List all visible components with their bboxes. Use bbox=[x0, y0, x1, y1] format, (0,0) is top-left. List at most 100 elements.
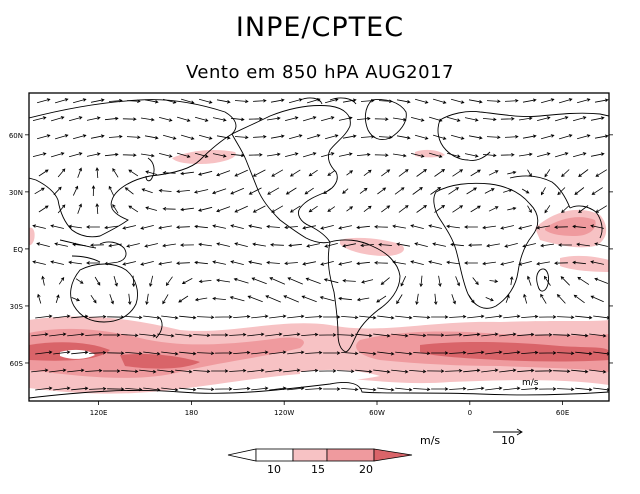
wind-arrow bbox=[126, 99, 141, 104]
wind-arrow bbox=[252, 169, 266, 177]
wind-arrow bbox=[285, 152, 299, 157]
lon-tick-label: 60E bbox=[556, 409, 569, 417]
wind-arrow bbox=[537, 152, 551, 157]
shading-south-mid-1 bbox=[29, 328, 304, 378]
wind-arrow bbox=[557, 187, 566, 196]
shading-north-pacific bbox=[172, 150, 236, 164]
wind-arrow bbox=[428, 116, 443, 122]
wind-arrow bbox=[554, 152, 569, 158]
wind-arrow bbox=[95, 203, 100, 215]
page-title: INPE/CPTEC bbox=[235, 12, 405, 43]
wind-arrow bbox=[216, 206, 231, 213]
wind-arrow bbox=[540, 98, 555, 104]
wind-arrow bbox=[320, 152, 335, 158]
wind-arrow bbox=[304, 187, 314, 195]
wind-arrow bbox=[324, 134, 339, 140]
wind-arrow bbox=[176, 152, 191, 158]
wind-arrow bbox=[305, 277, 321, 284]
wind-arrow bbox=[359, 387, 377, 392]
wind-arrow bbox=[212, 188, 227, 195]
wind-arrow bbox=[161, 387, 179, 392]
wind-arrow bbox=[455, 276, 460, 287]
wind-arrow bbox=[467, 386, 485, 391]
lon-tick-label: 60W bbox=[369, 409, 385, 417]
wind-arrow bbox=[414, 134, 429, 140]
wind-arrow bbox=[180, 207, 194, 212]
wind-arrow bbox=[104, 225, 118, 230]
wind-arrow bbox=[266, 152, 281, 157]
wind-arrow bbox=[395, 315, 413, 320]
wind-arrow bbox=[446, 116, 461, 122]
wind-arrow bbox=[145, 170, 158, 175]
wind-arrow bbox=[391, 333, 409, 338]
wind-arrow bbox=[445, 332, 463, 337]
wind-arrow bbox=[433, 293, 438, 306]
wind-arrow bbox=[578, 169, 589, 177]
wind-arrow bbox=[283, 295, 299, 303]
wind-arrow bbox=[161, 315, 179, 320]
coast-new-zealand bbox=[155, 317, 163, 339]
coast-madagascar bbox=[536, 268, 549, 292]
wind-arrow bbox=[86, 225, 100, 229]
wind-arrow bbox=[419, 275, 423, 288]
wind-arrow bbox=[431, 387, 449, 391]
wind-arrow bbox=[302, 116, 317, 122]
wind-arrow bbox=[175, 333, 193, 338]
wind-arrow bbox=[378, 99, 393, 104]
wind-arrow bbox=[396, 99, 411, 104]
wind-arrow bbox=[71, 386, 89, 391]
wind-arrow bbox=[180, 134, 195, 140]
wind-arrow bbox=[247, 368, 265, 373]
coast-indonesia bbox=[59, 239, 127, 263]
wind-arrow bbox=[391, 369, 409, 374]
wind-arrow bbox=[416, 169, 427, 177]
wind-arrow bbox=[32, 260, 46, 265]
wind-arrow bbox=[509, 276, 514, 286]
wind-arrow bbox=[288, 134, 303, 140]
wind-arrow bbox=[572, 116, 587, 122]
wind-arrow bbox=[212, 260, 226, 265]
wind-arrow bbox=[449, 350, 467, 355]
wind-arrow bbox=[499, 368, 517, 373]
wind-arrow bbox=[380, 277, 390, 285]
wind-arrow bbox=[180, 98, 195, 104]
wind-arrow bbox=[35, 314, 53, 319]
wind-arrow bbox=[507, 206, 517, 211]
wind-arrow bbox=[482, 225, 496, 230]
wind-arrow bbox=[553, 333, 571, 338]
wind-arrow bbox=[193, 189, 209, 194]
wind-arrow bbox=[247, 295, 263, 303]
wind-arrow bbox=[103, 369, 121, 373]
wind-arrow bbox=[557, 351, 575, 356]
wind-arrow bbox=[575, 315, 593, 320]
wind-arrow bbox=[482, 261, 496, 266]
wind-arrow bbox=[485, 386, 503, 391]
wind-arrow bbox=[413, 351, 431, 356]
wind-arrow bbox=[285, 116, 299, 121]
wind-arrow bbox=[229, 296, 245, 302]
wind-arrow bbox=[234, 99, 249, 104]
wind-arrow bbox=[215, 387, 233, 391]
wind-arrow bbox=[574, 187, 585, 196]
wind-arrow bbox=[234, 169, 248, 177]
wind-arrow bbox=[558, 134, 573, 140]
wind-arrow bbox=[342, 98, 357, 103]
wind-arrow bbox=[57, 204, 66, 214]
wind-arrow bbox=[270, 243, 284, 247]
legend-threshold-15: 15 bbox=[311, 463, 325, 476]
wind-arrow bbox=[466, 187, 478, 195]
wind-arrow bbox=[194, 297, 208, 302]
map-frame bbox=[28, 92, 610, 402]
wind-arrow bbox=[230, 260, 244, 265]
wind-arrow bbox=[144, 243, 158, 248]
wind-arrow bbox=[271, 169, 284, 177]
wind-arrow bbox=[535, 333, 553, 337]
wind-arrow bbox=[463, 368, 481, 373]
wind-arrow bbox=[287, 350, 305, 355]
wind-arrow bbox=[54, 98, 69, 104]
wind-arrow bbox=[175, 369, 193, 374]
wind-arrow bbox=[543, 275, 551, 286]
wind-arrow bbox=[452, 169, 464, 177]
legend-threshold-20: 20 bbox=[359, 463, 373, 476]
